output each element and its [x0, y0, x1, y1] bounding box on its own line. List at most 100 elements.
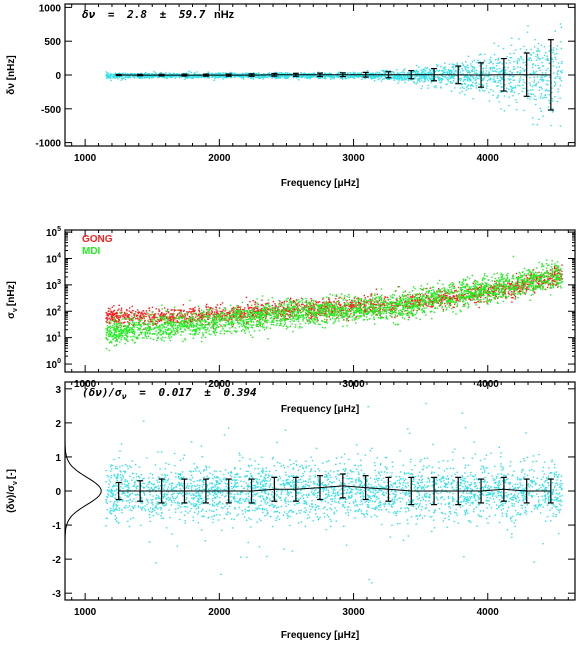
data-point	[493, 42, 495, 44]
gong-point	[533, 287, 535, 289]
data-point	[174, 77, 176, 79]
gong-point	[488, 291, 490, 293]
data-point	[315, 75, 318, 77]
data-point	[356, 74, 358, 77]
binned-error-bars	[115, 39, 554, 111]
data-point	[516, 62, 519, 65]
gong-point	[133, 315, 136, 317]
gong-point	[404, 301, 406, 303]
data-point	[467, 76, 470, 79]
gong-point	[205, 316, 207, 318]
gong-point	[352, 301, 354, 303]
gong-point	[138, 311, 140, 313]
data-point	[155, 73, 157, 75]
data-point	[530, 93, 533, 95]
data-point	[337, 76, 339, 78]
data-point	[448, 72, 451, 74]
gong-point	[181, 315, 184, 318]
gong-point	[469, 298, 471, 300]
data-point	[109, 74, 111, 77]
gong-point	[244, 313, 247, 315]
gong-point	[142, 310, 144, 312]
gong-point	[472, 282, 474, 285]
data-point	[511, 75, 514, 78]
gong-point	[389, 312, 391, 315]
gong-point	[416, 298, 418, 301]
data-point	[415, 83, 417, 85]
data-point	[397, 78, 400, 80]
gong-point	[198, 307, 200, 310]
data-point	[494, 58, 497, 61]
data-point	[436, 63, 438, 66]
gong-point	[144, 312, 146, 314]
data-point	[494, 81, 497, 83]
gong-point	[554, 270, 556, 273]
data-point	[427, 75, 430, 77]
data-point	[435, 85, 437, 87]
gong-point	[317, 313, 320, 315]
gong-point	[510, 282, 513, 285]
data-point	[456, 74, 458, 77]
data-point	[197, 75, 200, 77]
data-point	[551, 58, 554, 61]
gong-point	[538, 279, 541, 281]
data-point	[467, 67, 469, 69]
data-point	[509, 85, 512, 87]
data-point	[494, 80, 497, 82]
gong-point	[516, 288, 519, 290]
data-point	[496, 75, 499, 78]
gong-point	[363, 294, 365, 297]
data-point	[172, 72, 175, 75]
data-point	[535, 70, 537, 73]
gong-point	[237, 309, 240, 311]
data-point	[461, 68, 463, 70]
data-point	[310, 76, 312, 78]
gong-point	[396, 304, 398, 307]
gong-point	[468, 298, 470, 300]
data-point	[522, 87, 524, 90]
data-point	[561, 72, 563, 74]
gong-point	[226, 315, 228, 317]
data-point	[482, 78, 484, 80]
gong-point	[410, 296, 412, 298]
gong-point	[376, 293, 378, 295]
data-point	[398, 72, 400, 75]
gong-point	[290, 304, 292, 306]
gong-point	[423, 294, 425, 296]
data-point	[346, 77, 348, 80]
data-point	[428, 68, 431, 70]
gong-point	[424, 293, 427, 295]
data-point	[432, 79, 434, 81]
gong-point	[228, 319, 231, 321]
data-point	[533, 73, 535, 75]
gong-point	[322, 298, 324, 300]
gong-point	[353, 304, 355, 306]
data-point	[110, 77, 112, 79]
gong-point	[286, 306, 289, 308]
data-point	[489, 77, 492, 79]
gong-point	[266, 313, 268, 315]
gong-point	[246, 322, 248, 324]
gong-point	[256, 307, 258, 309]
data-point	[383, 74, 385, 77]
data-point	[540, 86, 542, 88]
data-point	[431, 72, 433, 74]
data-point	[124, 78, 127, 81]
data-point	[281, 72, 283, 74]
gong-point	[411, 303, 414, 305]
data-point	[464, 82, 466, 85]
gong-point	[107, 307, 110, 309]
data-point	[489, 61, 492, 63]
data-point	[519, 80, 521, 82]
gong-point	[137, 309, 139, 311]
data-point	[407, 72, 409, 74]
data-point	[459, 71, 461, 73]
data-point	[553, 72, 555, 74]
data-point	[240, 77, 243, 79]
data-point	[469, 75, 472, 78]
gong-point	[180, 316, 183, 318]
gong-point	[364, 309, 366, 312]
gong-point	[353, 303, 355, 306]
data-point	[196, 75, 198, 77]
data-point	[187, 75, 189, 78]
